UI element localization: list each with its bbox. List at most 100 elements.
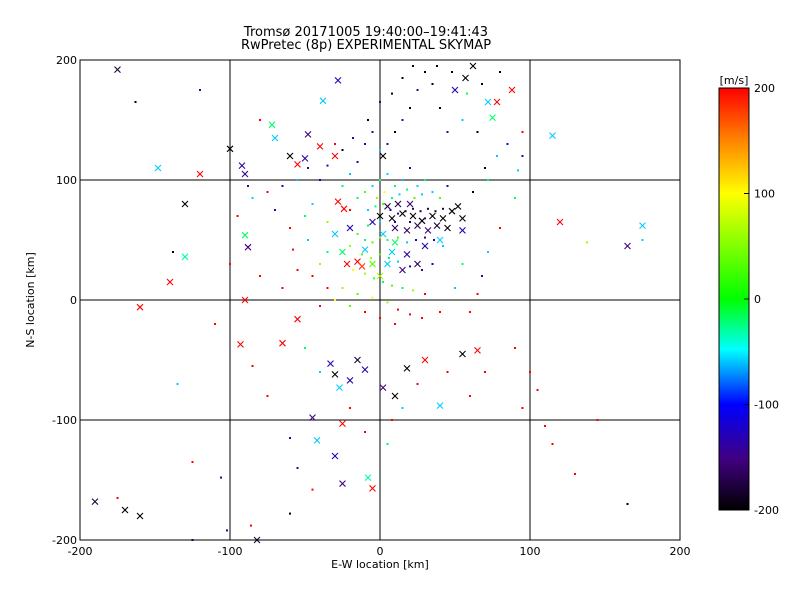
cross-point: [421, 242, 429, 250]
dot-point: [341, 185, 344, 187]
dot-point: [574, 473, 576, 475]
y-axis-label: N-S location [km]: [24, 252, 37, 348]
dot-point: [406, 241, 408, 244]
dot-point: [386, 301, 389, 304]
dot-point: [442, 245, 444, 247]
y-tick-label: 200: [56, 54, 77, 67]
cross-point: [294, 161, 301, 168]
cross-point: [388, 215, 396, 222]
dot-point: [391, 92, 393, 95]
dot-point: [356, 161, 359, 163]
cross-point: [313, 437, 321, 444]
dot-point: [296, 467, 299, 469]
dot-point: [434, 210, 437, 213]
dot-point: [307, 239, 309, 241]
dot-point: [514, 347, 516, 349]
dot-point: [394, 323, 396, 325]
cross-point: [181, 200, 189, 208]
cross-point: [391, 239, 399, 246]
cross-point: [304, 131, 312, 138]
dot-point: [415, 239, 417, 241]
dot-point: [296, 269, 299, 271]
dot-point: [398, 193, 401, 196]
chart-title-line-1: Tromsø 20171005 19:40:00–19:41:43: [243, 25, 488, 40]
cross-point: [136, 512, 144, 520]
data-points: [91, 62, 646, 544]
dot-point: [401, 407, 404, 409]
dot-point: [421, 193, 423, 196]
dot-point: [481, 275, 483, 277]
cross-point: [484, 98, 492, 106]
cross-point: [549, 132, 556, 139]
cross-point: [421, 356, 429, 364]
cross-point: [448, 207, 456, 215]
cross-point: [403, 251, 411, 258]
dot-point: [364, 143, 366, 145]
cross-point: [166, 278, 174, 286]
dot-point: [424, 293, 426, 295]
dot-point: [266, 191, 269, 193]
dot-point: [364, 311, 366, 313]
dot-point: [214, 323, 216, 325]
cross-point: [339, 420, 346, 427]
dot-point: [401, 179, 404, 181]
dot-point: [379, 221, 381, 223]
cross-point: [327, 360, 334, 367]
dot-point: [401, 287, 404, 289]
cross-point: [489, 114, 496, 121]
dot-point: [326, 221, 329, 223]
colorbar-tick-label: -100: [754, 399, 779, 412]
cross-point: [454, 203, 462, 210]
dot-point: [229, 263, 231, 265]
dot-point: [376, 197, 378, 199]
dot-point: [220, 476, 222, 479]
y-tick-label: 100: [56, 174, 77, 187]
dot-point: [641, 239, 644, 241]
cross-point: [639, 222, 646, 229]
colorbar-tick-label: 100: [754, 188, 775, 201]
dot-point: [424, 179, 426, 181]
cross-point: [331, 230, 339, 238]
dot-point: [484, 167, 486, 169]
x-tick-label: 100: [520, 545, 541, 558]
cross-point: [114, 66, 121, 73]
dot-point: [506, 143, 509, 145]
dot-point: [521, 407, 524, 409]
cross-point: [451, 86, 459, 94]
cross-point: [439, 215, 447, 222]
dot-point: [367, 209, 369, 211]
dot-point: [379, 236, 381, 239]
dot-point: [356, 293, 359, 295]
dot-point: [379, 149, 381, 151]
dot-point: [446, 185, 449, 187]
cross-point: [334, 198, 342, 205]
cross-point: [319, 97, 327, 105]
cross-point: [394, 200, 402, 208]
cross-point: [369, 218, 376, 226]
cross-point: [462, 74, 469, 82]
dot-point: [176, 383, 179, 385]
cross-point: [493, 98, 501, 106]
dot-point: [416, 89, 419, 91]
dot-point: [371, 131, 374, 133]
dot-point: [304, 347, 306, 349]
dot-point: [296, 179, 299, 181]
dot-point: [311, 488, 314, 491]
cross-point: [271, 134, 279, 142]
dot-point: [401, 119, 404, 121]
dot-point: [379, 101, 381, 103]
dot-point: [386, 443, 389, 445]
cross-point: [196, 170, 204, 178]
dot-point: [484, 371, 486, 373]
dot-point: [247, 185, 249, 187]
dot-point: [439, 107, 441, 109]
cross-point: [364, 474, 372, 481]
dot-point: [356, 233, 359, 235]
cross-point: [331, 452, 339, 460]
dot-point: [172, 251, 174, 253]
cross-point: [181, 253, 189, 261]
dot-point: [370, 257, 372, 259]
cross-point: [339, 248, 346, 256]
cross-point: [414, 260, 421, 268]
dot-point: [364, 239, 366, 241]
